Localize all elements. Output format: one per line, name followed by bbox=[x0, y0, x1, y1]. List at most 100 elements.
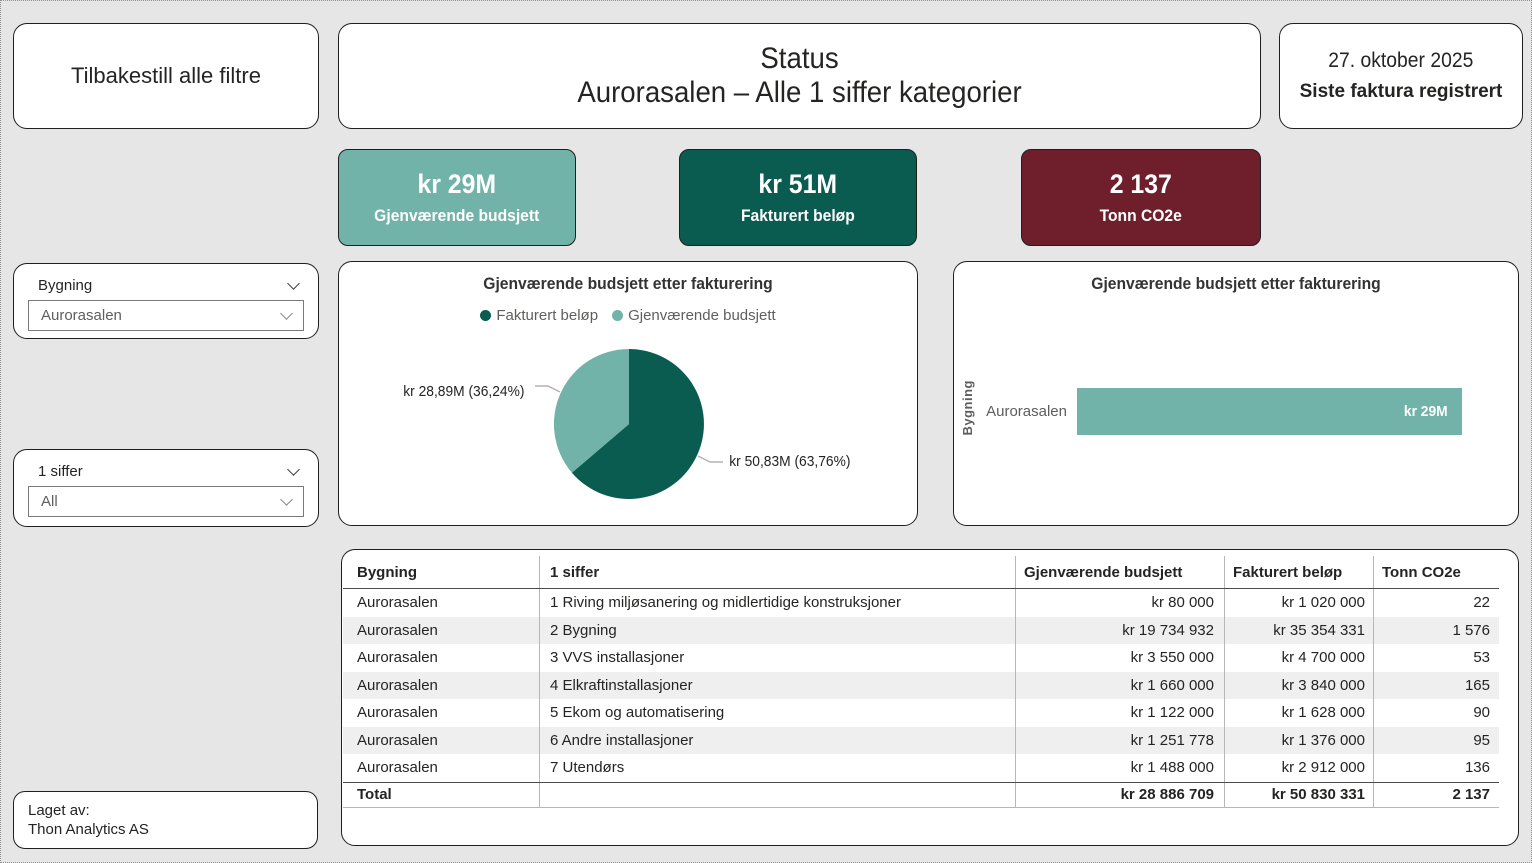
table-cell: kr 1 628 000 bbox=[1225, 699, 1374, 727]
kpi-label: Fakturert beløp bbox=[741, 206, 855, 225]
table-cell: Aurorasalen bbox=[343, 644, 540, 672]
page-title: Status bbox=[760, 42, 839, 75]
slicer-bygning-label: Bygning bbox=[38, 276, 93, 294]
table-cell: 4 Elkraftinstallasjoner bbox=[540, 671, 1016, 699]
credit-line1: Laget av: bbox=[28, 802, 90, 819]
slicer-bygning-dropdown[interactable]: Aurorasalen bbox=[28, 300, 304, 331]
table-header-row: Bygning 1 siffer Gjenværende budsjett Fa… bbox=[343, 556, 1499, 589]
table-cell: Aurorasalen bbox=[343, 726, 540, 754]
table-cell: Aurorasalen bbox=[343, 589, 540, 617]
pie-data-label-fakturert: kr 50,83M (63,76%) bbox=[729, 453, 851, 470]
slicer-bygning-value: Aurorasalen bbox=[41, 307, 122, 324]
table-cell: 6 Andre installasjoner bbox=[540, 726, 1016, 754]
pie-slice-fakturert[interactable] bbox=[571, 349, 704, 499]
table-row[interactable]: Aurorasalen 7 Utendørs kr 1 488 000 kr 2 91… bbox=[343, 754, 1499, 782]
table-row[interactable]: Aurorasalen 3 VVS installasjoner kr 3 550 … bbox=[343, 644, 1499, 672]
table-cell: kr 50 830 331 bbox=[1225, 782, 1374, 807]
kpi-value: kr 29M bbox=[417, 169, 497, 199]
table-cell: kr 4 700 000 bbox=[1225, 644, 1374, 672]
credit-card: Laget av: Thon Analytics AS bbox=[13, 791, 318, 849]
column-header-bygning[interactable]: Bygning bbox=[343, 556, 540, 588]
table-cell: kr 1 251 778 bbox=[1016, 726, 1225, 754]
table-cell: 1 Riving miljøsanering og midlertidige k… bbox=[540, 589, 1016, 617]
kpi-label: Gjenværende budsjett bbox=[374, 206, 540, 225]
bar-aurorasalen[interactable]: kr 29M bbox=[1077, 388, 1462, 435]
last-invoice-date-label: Siste faktura registrert bbox=[1299, 81, 1503, 102]
pie-callout-line bbox=[535, 385, 561, 393]
table-row[interactable]: Aurorasalen 6 Andre installasjoner kr 1 25… bbox=[343, 726, 1499, 754]
table-cell: kr 28 886 709 bbox=[1016, 782, 1225, 807]
kpi-value: kr 51M bbox=[758, 169, 838, 199]
table-row[interactable]: Aurorasalen 5 Ekom og automatisering kr 1 … bbox=[343, 699, 1499, 727]
table-cell: kr 1 020 000 bbox=[1225, 589, 1374, 617]
table-cell: kr 19 734 932 bbox=[1016, 616, 1225, 644]
chevron-down-icon bbox=[287, 462, 300, 476]
bar-chart-category-label: Aurorasalen bbox=[986, 403, 1067, 420]
table-cell: kr 2 912 000 bbox=[1225, 754, 1374, 782]
table-cell: 2 137 bbox=[1452, 786, 1490, 803]
bar-chart-title: Gjenværende budsjett etter fakturering bbox=[1091, 274, 1381, 293]
table-cell: kr 35 354 331 bbox=[1225, 616, 1374, 644]
kpi-value: 2 137 bbox=[1109, 169, 1173, 199]
pie-data-label-gjenvaerende: kr 28,89M (36,24%) bbox=[403, 383, 525, 400]
table-cell: 3 VVS installasjoner bbox=[540, 644, 1016, 672]
table-cell: kr 1 488 000 bbox=[1016, 754, 1225, 782]
detail-table-card: Bygning 1 siffer Gjenværende budsjett Fa… bbox=[341, 549, 1519, 846]
page-subtitle: Aurorasalen – Alle 1 siffer kategorier bbox=[577, 76, 1022, 109]
bar-chart-card: Gjenværende budsjett etter fakturering B… bbox=[953, 261, 1519, 526]
table-cell: kr 1 122 000 bbox=[1016, 699, 1225, 727]
slicer-1-siffer-header[interactable]: 1 siffer bbox=[28, 459, 304, 483]
reset-filters-button[interactable]: Tilbakestill alle filtre bbox=[13, 23, 319, 129]
table-row[interactable]: Aurorasalen 2 Bygning kr 19 734 932 kr 35 3… bbox=[343, 616, 1499, 644]
column-header-1-siffer[interactable]: 1 siffer bbox=[540, 556, 1016, 588]
slicer-1-siffer-dropdown[interactable]: All bbox=[28, 486, 304, 517]
slicer-1-siffer-value: All bbox=[41, 493, 58, 510]
reset-filters-label: Tilbakestill alle filtre bbox=[71, 63, 261, 88]
table-cell: kr 80 000 bbox=[1016, 589, 1225, 617]
table-cell: Aurorasalen bbox=[343, 616, 540, 644]
pie-slice-gjenvaerende[interactable] bbox=[553, 348, 629, 473]
legend-item-fakturert[interactable]: Fakturert beløp bbox=[480, 307, 598, 324]
table-cell: 53 bbox=[1473, 649, 1490, 667]
table-cell: kr 3 840 000 bbox=[1225, 671, 1374, 699]
table-total-row[interactable]: Total kr 28 886 709 kr 50 830 331 2 137 bbox=[343, 781, 1499, 808]
chevron-down-icon bbox=[280, 493, 293, 506]
table-cell: 22 bbox=[1473, 594, 1490, 612]
table-cell: 95 bbox=[1473, 731, 1490, 749]
table-cell: 1 576 bbox=[1452, 621, 1490, 639]
bar-value-label: kr 29M bbox=[1404, 403, 1449, 420]
table-cell: Total bbox=[343, 782, 540, 807]
table-cell: 165 bbox=[1464, 676, 1490, 694]
table-cell: kr 3 550 000 bbox=[1016, 644, 1225, 672]
report-title-card: Status Aurorasalen – Alle 1 siffer kateg… bbox=[338, 23, 1261, 129]
kpi-remaining-budget: kr 29M Gjenværende budsjett bbox=[338, 149, 576, 246]
table-cell: 90 bbox=[1473, 704, 1490, 722]
chevron-down-icon bbox=[287, 276, 300, 290]
table-cell: Aurorasalen bbox=[343, 754, 540, 782]
last-invoice-date-value: 27. oktober 2025 bbox=[1328, 49, 1474, 72]
column-header-fakturert[interactable]: Fakturert beløp bbox=[1225, 556, 1374, 588]
table-cell bbox=[540, 782, 1016, 807]
table-cell: 136 bbox=[1464, 759, 1490, 777]
table-row[interactable]: Aurorasalen 4 Elkraftinstallasjoner kr 1 6… bbox=[343, 671, 1499, 699]
table-cell: kr 1 376 000 bbox=[1225, 726, 1374, 754]
table-cell: 2 Bygning bbox=[540, 616, 1016, 644]
legend-item-gjenvaerende[interactable]: Gjenværende budsjett bbox=[612, 307, 776, 324]
kpi-invoiced-amount: kr 51M Fakturert beløp bbox=[679, 149, 917, 246]
credit-line2: Thon Analytics AS bbox=[28, 821, 149, 838]
bar-chart-axis-label: Bygning bbox=[960, 380, 975, 436]
column-header-tonn-co2e[interactable]: Tonn CO2e bbox=[1382, 563, 1461, 581]
pie-legend: Fakturert beløp Gjenværende budsjett bbox=[339, 307, 917, 324]
table-cell: Aurorasalen bbox=[343, 671, 540, 699]
legend-dot-icon bbox=[612, 310, 624, 321]
pie-chart bbox=[535, 348, 723, 499]
column-header-gjenvaerende[interactable]: Gjenværende budsjett bbox=[1016, 556, 1225, 588]
table-row[interactable]: Aurorasalen 1 Riving miljøsanering og mid… bbox=[343, 589, 1499, 617]
table-cell: kr 1 660 000 bbox=[1016, 671, 1225, 699]
slicer-bygning-header[interactable]: Bygning bbox=[28, 273, 304, 297]
last-invoice-date-card: 27. oktober 2025 Siste faktura registrer… bbox=[1279, 23, 1523, 129]
legend-dot-icon bbox=[480, 310, 492, 321]
table-cell: 7 Utendørs bbox=[540, 754, 1016, 782]
table-body: Aurorasalen 1 Riving miljøsanering og mid… bbox=[342, 589, 1518, 808]
